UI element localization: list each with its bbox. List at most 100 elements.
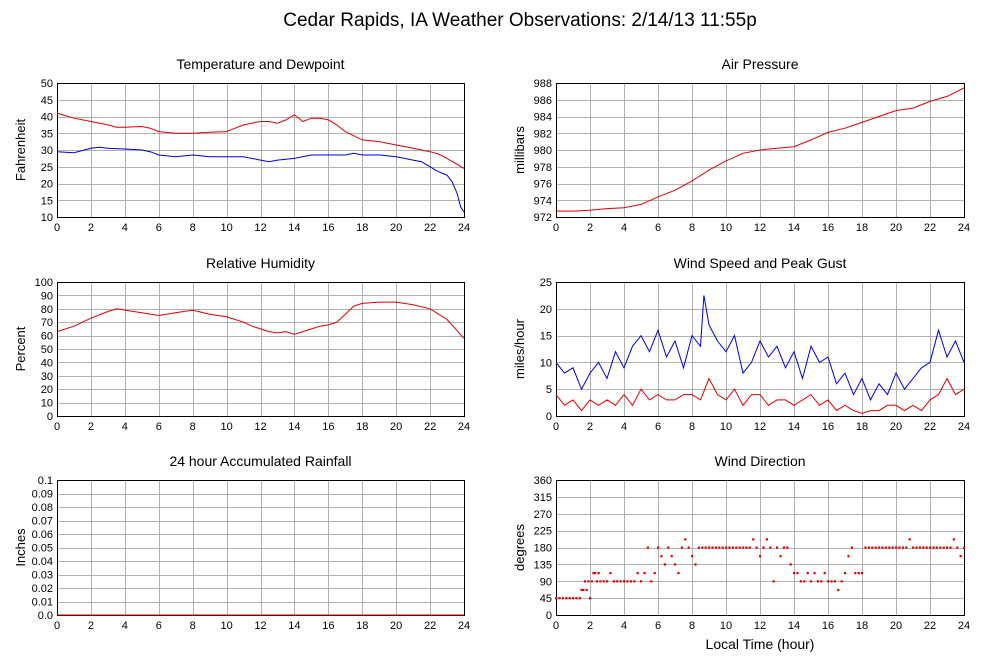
data-point [895, 546, 898, 549]
data-point [905, 546, 908, 549]
x-tick-label: 18 [356, 421, 368, 433]
plot-frame [556, 83, 965, 218]
data-point [694, 563, 697, 566]
x-tick-label: 22 [424, 620, 436, 632]
y-axis-label: miles/hour [512, 318, 527, 379]
x-tick-label: 6 [655, 421, 661, 433]
data-point [663, 563, 666, 566]
x-tick-label: 10 [220, 222, 232, 234]
y-tick-label: 976 [534, 179, 552, 191]
series-line-0 [56, 301, 465, 339]
x-tick-label: 14 [788, 620, 800, 632]
x-tick-label: 18 [856, 620, 868, 632]
data-point [884, 546, 887, 549]
plot-frame [57, 83, 465, 218]
data-point [888, 546, 891, 549]
data-point [653, 572, 656, 575]
data-point [619, 580, 622, 583]
data-point [782, 546, 785, 549]
data-point [779, 555, 782, 558]
data-point [575, 597, 578, 600]
x-tick-label: 18 [356, 222, 368, 234]
page-title: Cedar Rapids, IA Weather Observations: 2… [283, 10, 757, 31]
data-point [946, 546, 949, 549]
chart-title: Wind Direction [714, 453, 805, 469]
x-tick-label: 10 [720, 421, 732, 433]
y-tick-label: 978 [534, 162, 552, 174]
x-tick-label: 6 [655, 222, 661, 234]
y-tick-label: 40 [41, 112, 53, 124]
x-axis-label: Local Time (hour) [706, 636, 815, 652]
data-point [963, 546, 966, 549]
x-tick-label: 8 [190, 620, 196, 632]
y-tick-label: 45 [540, 593, 552, 605]
data-point [589, 597, 592, 600]
air-pressure-chart: 0 2 4 6 8 10 12 14 16 18 20 22 249729749769789809829… [512, 56, 970, 234]
series-line-0 [556, 87, 965, 212]
data-point [929, 546, 932, 549]
data-point [674, 563, 677, 566]
data-point [823, 572, 826, 575]
y-tick-label: 0.04 [32, 556, 53, 568]
data-point [640, 580, 643, 583]
series-line-0 [56, 112, 465, 169]
y-tick-label: 984 [534, 112, 552, 124]
data-point [728, 546, 731, 549]
x-tick-label: 14 [788, 222, 800, 234]
y-tick-label: 90 [540, 576, 552, 588]
data-point [912, 546, 915, 549]
x-tick-label: 24 [958, 222, 970, 234]
y-tick-label: 982 [534, 128, 552, 140]
y-tick-label: 0.06 [32, 529, 53, 541]
x-tick-label: 22 [924, 620, 936, 632]
x-tick-label: 4 [122, 421, 128, 433]
y-tick-label: 10 [41, 212, 53, 224]
y-tick-label: 0.08 [32, 502, 53, 514]
x-tick-label: 24 [458, 620, 470, 632]
y-tick-label: 0.1 [38, 475, 53, 487]
series-line-0 [555, 295, 965, 402]
y-tick-label: 80 [41, 304, 53, 316]
y-axis-label: millibars [512, 126, 527, 174]
relative-humidity-chart: 0 2 4 6 8 10 12 14 16 18 20 22 240102030405060708090… [13, 255, 470, 433]
x-tick-label: 18 [856, 421, 868, 433]
y-tick-label: 0.07 [32, 516, 53, 528]
data-point [759, 555, 762, 558]
data-point [657, 546, 660, 549]
data-point [748, 546, 751, 549]
data-point [837, 588, 840, 592]
data-point [959, 555, 962, 558]
data-point [587, 580, 590, 583]
y-tick-label: 972 [534, 212, 552, 224]
data-point [847, 555, 850, 558]
y-tick-label: 15 [540, 331, 552, 343]
y-tick-label: 986 [534, 95, 552, 107]
data-point [820, 580, 823, 583]
data-point [583, 580, 587, 583]
data-point [701, 546, 704, 549]
x-tick-label: 8 [689, 620, 695, 632]
data-point [650, 580, 653, 583]
data-point [813, 572, 816, 575]
data-point [881, 546, 884, 549]
y-tick-label: 225 [534, 526, 552, 538]
data-point [816, 580, 819, 583]
x-tick-label: 8 [689, 421, 695, 433]
x-tick-label: 18 [356, 620, 368, 632]
data-point [572, 597, 575, 600]
data-point [850, 546, 853, 549]
x-tick-label: 14 [288, 620, 300, 632]
x-tick-label: 2 [88, 620, 94, 632]
x-tick-label: 0 [54, 620, 60, 632]
y-tick-label: 35 [41, 128, 53, 140]
x-tick-label: 16 [822, 421, 834, 433]
y-tick-label: 0.05 [32, 543, 53, 555]
data-point [799, 580, 802, 583]
x-tick-label: 12 [254, 421, 266, 433]
data-point [891, 546, 894, 549]
x-tick-label: 6 [156, 222, 162, 234]
y-axis-label: Percent [13, 326, 28, 371]
series-line-1 [56, 146, 465, 213]
data-point [687, 546, 690, 549]
data-point [616, 580, 619, 583]
